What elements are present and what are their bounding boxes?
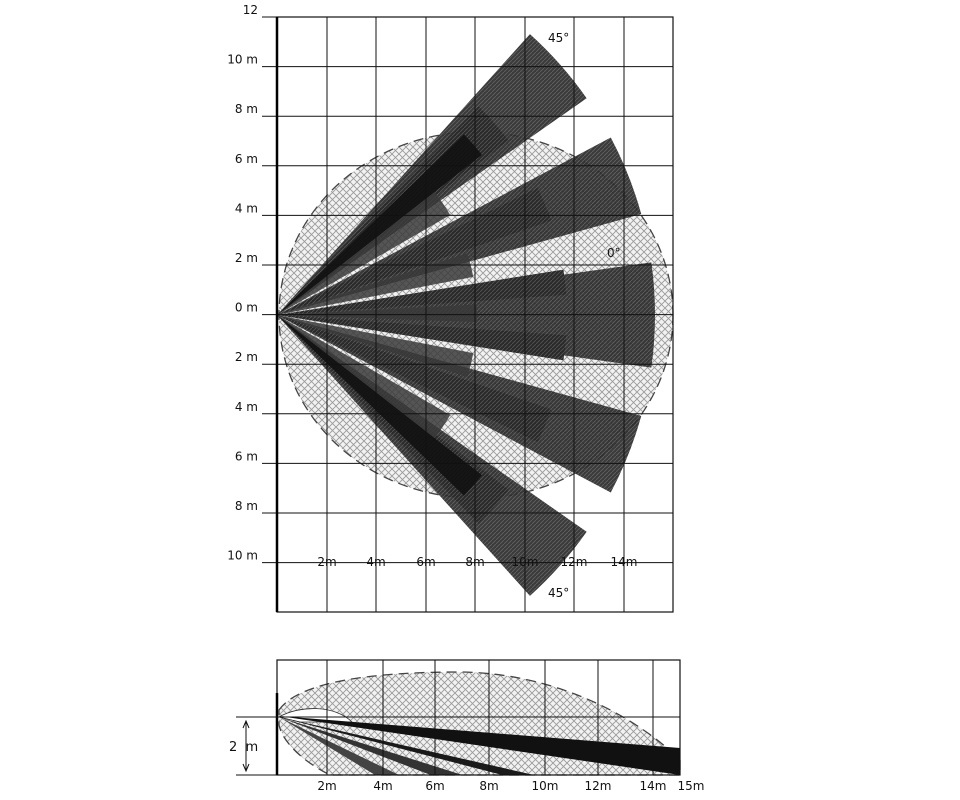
beam <box>277 315 451 444</box>
beam <box>277 134 482 315</box>
side-x-axis-label: 2m <box>317 779 336 793</box>
angle-label-top: 45° <box>548 31 569 45</box>
y-axis-label: 10 m <box>227 549 258 563</box>
y-axis-label: 2 m <box>235 251 258 265</box>
beam <box>277 186 451 315</box>
top-grid <box>262 16 673 612</box>
y-axis-label: 8 m <box>235 499 258 513</box>
side-view: 2 m 2m 4m 6m 8m 10m 12m 14m 15m <box>229 659 705 793</box>
y-axis-label: 0 m <box>235 301 258 315</box>
beam <box>277 253 474 315</box>
x-axis-label: 12m <box>561 555 588 569</box>
x-axis-label: 4m <box>366 555 385 569</box>
side-x-axis-label: 15m <box>678 779 705 793</box>
y-axis-label: 6 m <box>235 152 258 166</box>
height-label: 2 m <box>229 740 258 755</box>
y-axis-label: 4 m <box>235 400 258 414</box>
angle-label-bottom: 45° <box>548 586 569 600</box>
y-axis-label: 10 m <box>227 53 258 67</box>
beam <box>277 304 478 322</box>
beam <box>277 315 482 496</box>
x-axis-label: 2m <box>317 555 336 569</box>
y-axis-label: 6 m <box>235 449 258 463</box>
x-axis-label: 14m <box>611 555 638 569</box>
y-axis-label: 8 m <box>235 102 258 116</box>
side-x-axis-label: 6m <box>425 779 444 793</box>
top-view: 12 10 m 8 m 6 m 4 m 2 m 0 m 2 m 4 m 6 m 8 m 10 m 2m… <box>227 3 674 613</box>
y-axis-label: 4 m <box>235 201 258 215</box>
side-x-axis-label: 4m <box>373 779 392 793</box>
y-axis-label: 12 <box>243 3 258 17</box>
side-x-axis-label: 8m <box>479 779 498 793</box>
side-beams <box>279 716 680 775</box>
beam <box>277 187 552 315</box>
side-x-axis-label: 10m <box>532 779 559 793</box>
angle-label-center: 0° <box>607 246 621 260</box>
side-x-axis-label: 14m <box>640 779 667 793</box>
beam <box>277 269 567 315</box>
height-dimension: 2 m <box>229 719 258 773</box>
x-axis-label: 10m <box>512 555 539 569</box>
x-axis-label: 6m <box>416 555 435 569</box>
beam <box>277 315 474 377</box>
beam <box>277 315 552 443</box>
x-axis-label: 8m <box>465 555 484 569</box>
side-x-axis-label: 12m <box>585 779 612 793</box>
y-axis-label: 2 m <box>235 350 258 364</box>
beam <box>277 315 567 361</box>
